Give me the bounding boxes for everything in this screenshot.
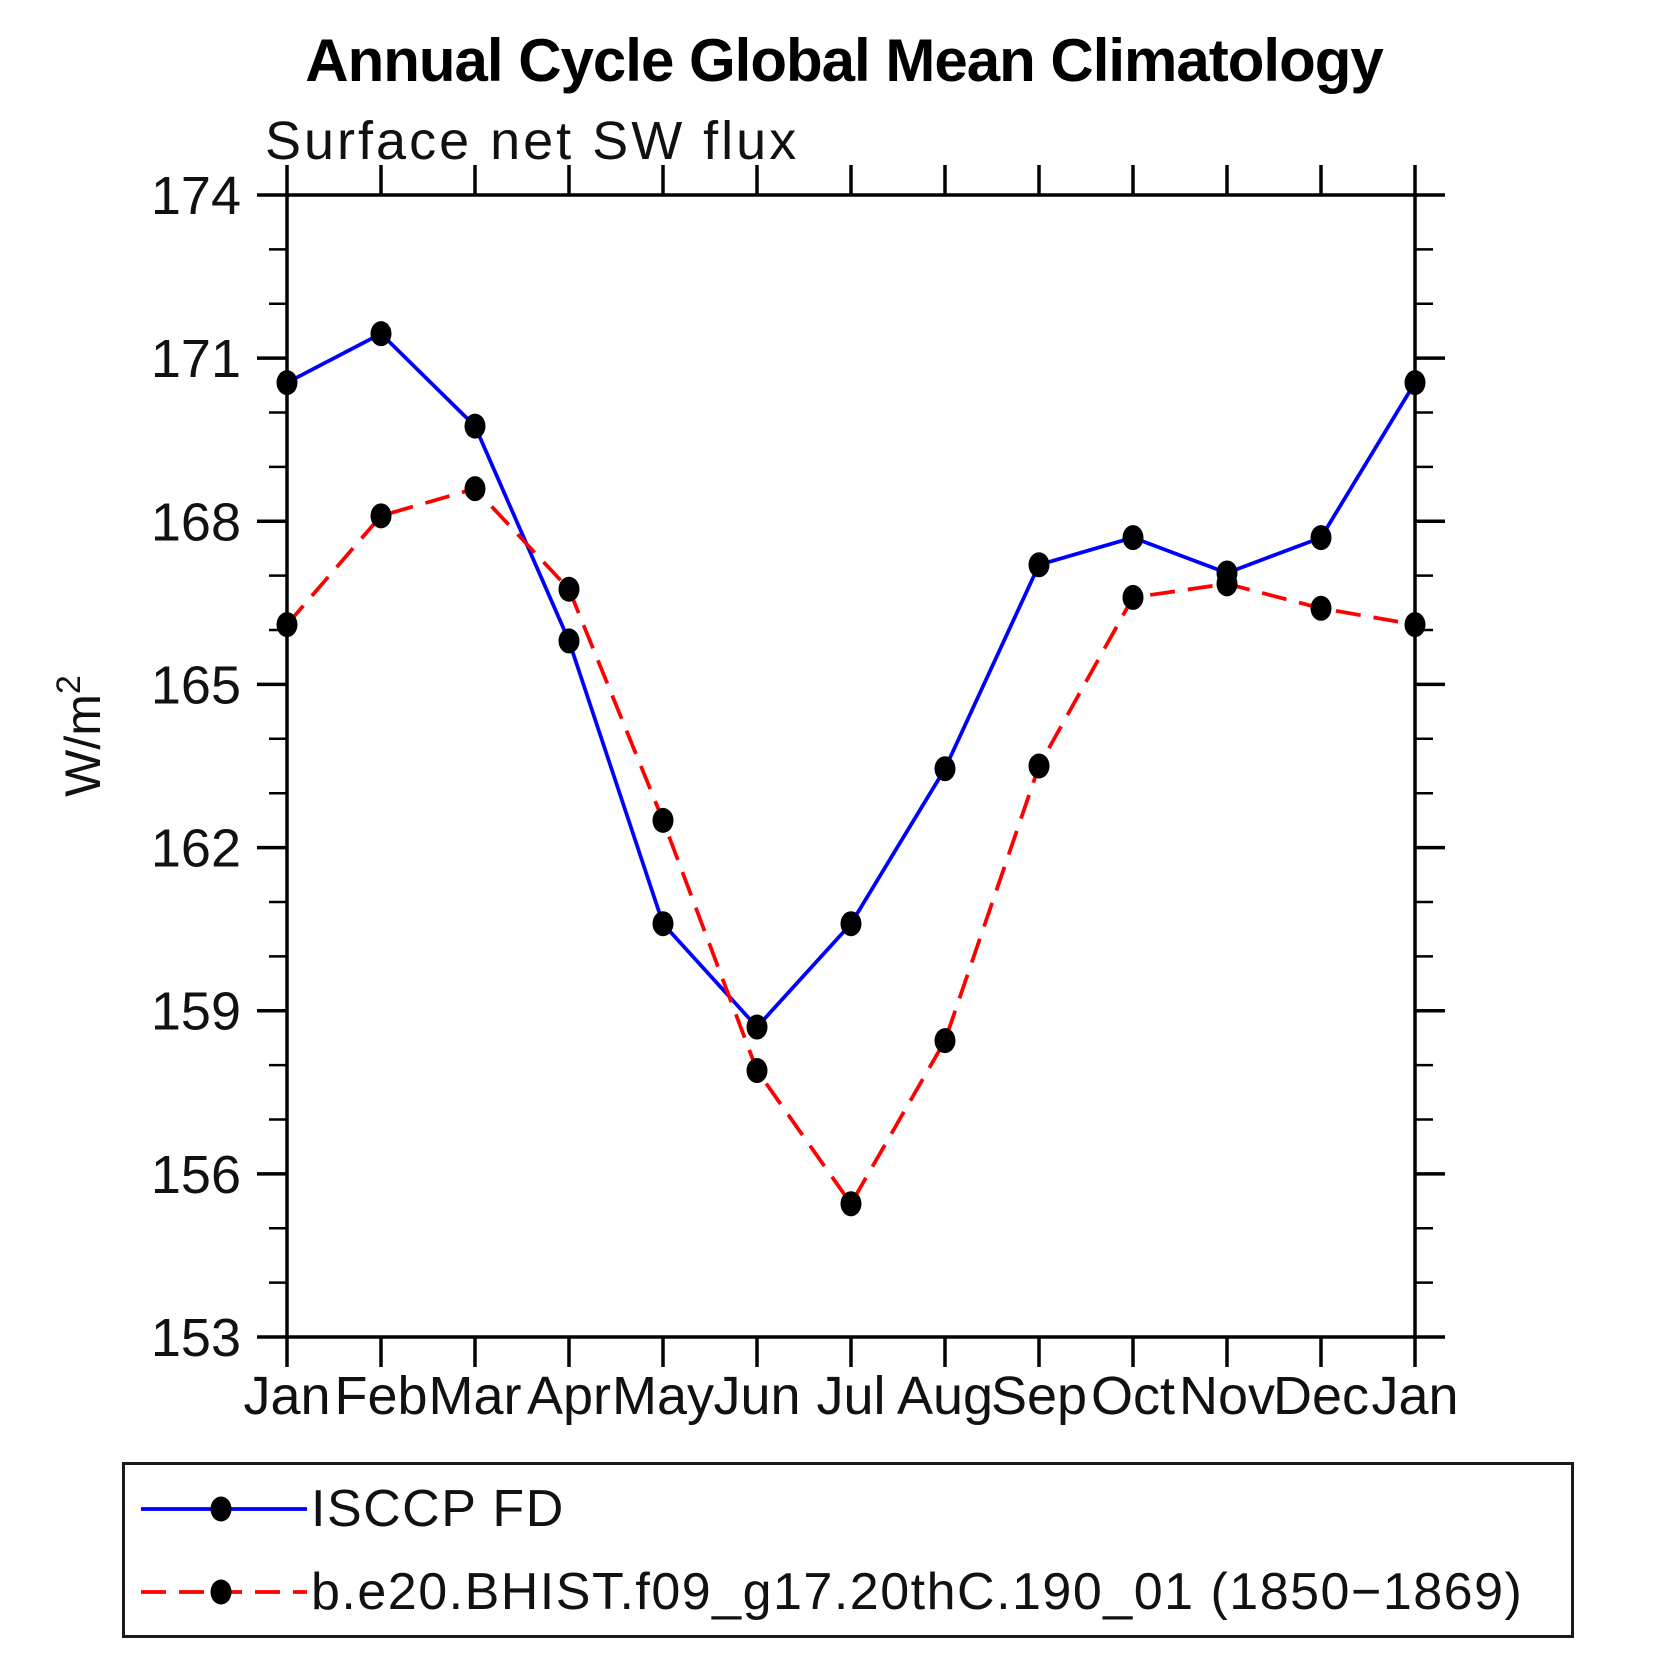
x-tick-label: Sep [991, 1366, 1087, 1426]
data-point-marker [1310, 595, 1332, 621]
legend: ISCCP FD b.e20.BHIST.f09_g17.20thC.190_01… [122, 1462, 1574, 1638]
legend-marker-dot [210, 1579, 232, 1604]
legend-row: ISCCP FD [139, 1469, 1571, 1549]
data-point-marker [746, 1058, 768, 1084]
data-point-marker [1404, 370, 1426, 396]
data-point-marker [1404, 612, 1426, 638]
legend-label: b.e20.BHIST.f09_g17.20thC.190_01 (1850−1… [311, 1562, 1524, 1621]
chart-subtitle: Surface net SW flux [265, 111, 800, 171]
x-tick-label: May [612, 1366, 714, 1426]
x-tick-label: Jan [243, 1366, 330, 1426]
data-point-marker [370, 503, 392, 529]
data-point-marker [1028, 552, 1050, 578]
x-tick-label: Nov [1179, 1366, 1275, 1426]
data-point-marker [1122, 584, 1144, 610]
x-tick-label: Dec [1273, 1366, 1369, 1426]
y-tick-label: 171 [151, 329, 241, 389]
data-point-marker [652, 911, 674, 937]
data-point-marker [746, 1014, 768, 1040]
data-point-marker [1028, 753, 1050, 779]
y-tick-label: 153 [151, 1308, 241, 1368]
y-tick-label: 159 [151, 982, 241, 1042]
data-point-marker [1310, 525, 1332, 551]
x-tick-label: Mar [429, 1366, 522, 1426]
y-axis-label: W/m2 [50, 675, 111, 797]
y-tick-label: 165 [151, 655, 241, 715]
series-line-model [285, 486, 1416, 1206]
data-point-marker [276, 370, 298, 396]
data-point-marker [840, 1191, 862, 1217]
legend-line-sample-solid [141, 1496, 307, 1521]
data-point-marker [652, 807, 674, 833]
data-point-marker [934, 1028, 956, 1054]
legend-marker-dot [210, 1496, 232, 1521]
x-tick-label: Feb [334, 1366, 427, 1426]
y-tick-label: 156 [151, 1145, 241, 1205]
data-point-marker [370, 321, 392, 347]
legend-line-sample-dashed [141, 1579, 307, 1604]
chart-title: Annual Cycle Global Mean Climatology [305, 27, 1384, 94]
x-tick-label: Jun [713, 1366, 800, 1426]
data-point-marker [840, 911, 862, 937]
x-tick-label: Jan [1371, 1366, 1458, 1426]
data-point-marker [1122, 525, 1144, 551]
data-point-marker [464, 413, 486, 439]
data-point-marker [464, 476, 486, 502]
y-tick-label: 162 [151, 819, 241, 879]
y-tick-label: 174 [151, 166, 241, 226]
data-point-marker [1216, 571, 1238, 597]
data-point-marker [558, 576, 580, 602]
plot-frame [285, 193, 1417, 1339]
data-point-marker [558, 628, 580, 654]
data-point-marker [934, 756, 956, 782]
x-tick-label: Aug [897, 1366, 993, 1426]
data-point-marker [276, 612, 298, 638]
legend-label: ISCCP FD [311, 1479, 565, 1538]
x-tick-label: Jul [816, 1366, 885, 1426]
x-tick-label: Oct [1091, 1366, 1175, 1426]
legend-row: b.e20.BHIST.f09_g17.20thC.190_01 (1850−1… [139, 1552, 1571, 1632]
y-tick-label: 168 [151, 492, 241, 552]
x-tick-label: Apr [527, 1366, 611, 1426]
